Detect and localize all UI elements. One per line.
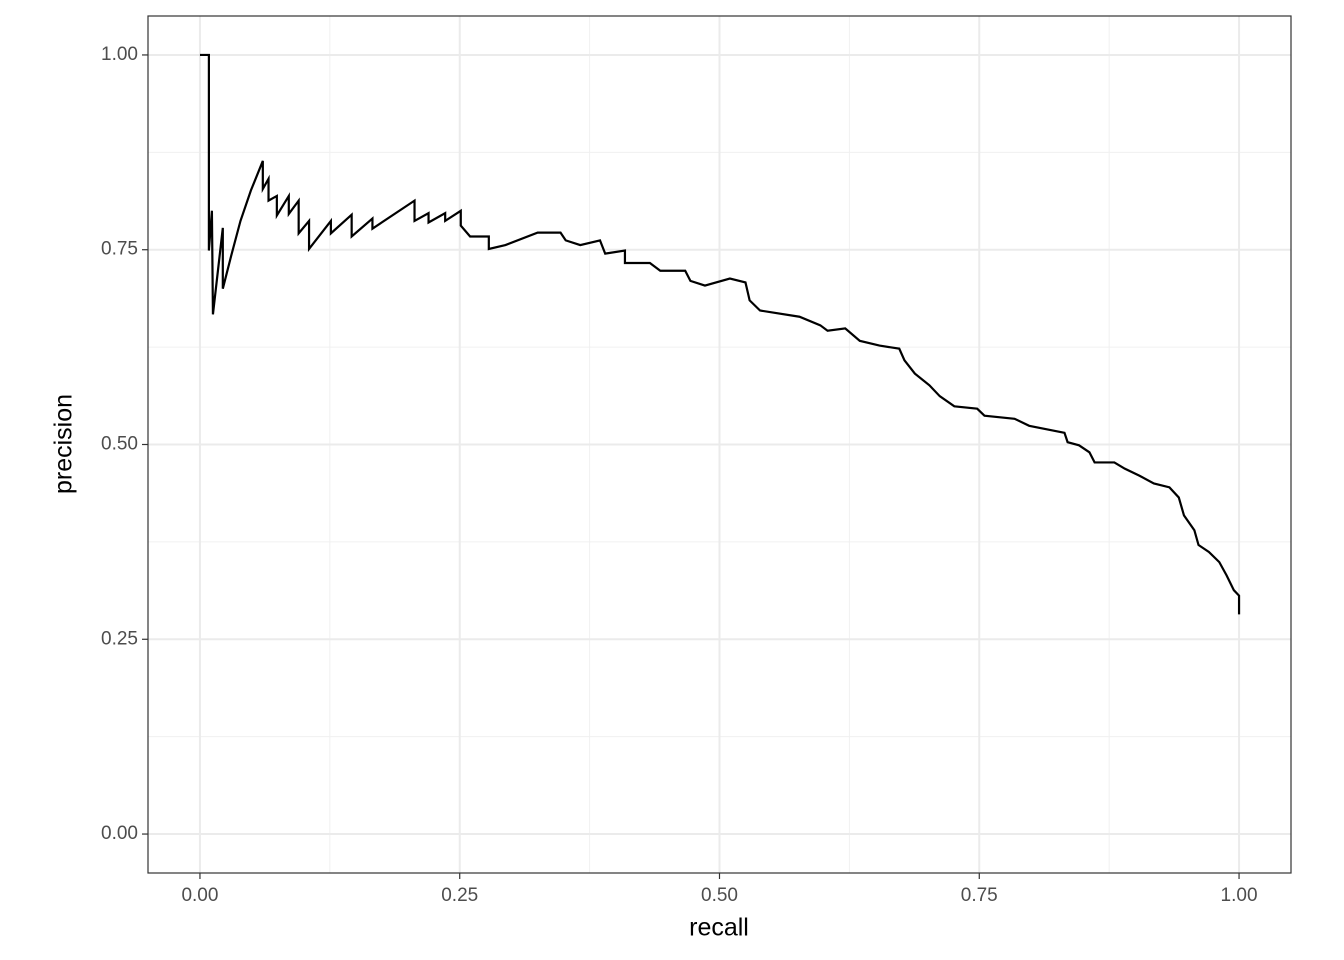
- x-tick-label: 0.25: [441, 885, 478, 906]
- y-tick-label: 0.75: [101, 239, 138, 260]
- x-tick-label: 1.00: [1221, 885, 1258, 906]
- y-axis-title: precision: [50, 394, 78, 494]
- y-tick-label: 0.00: [101, 823, 138, 844]
- y-tick-label: 0.25: [101, 628, 138, 649]
- x-tick-label: 0.50: [701, 885, 738, 906]
- y-tick-label: 0.50: [101, 434, 138, 455]
- x-tick-label: 0.75: [961, 885, 998, 906]
- line: [199, 53, 1241, 615]
- x-tick-label: 0.00: [181, 885, 218, 906]
- grid: [148, 16, 1291, 873]
- plot: [199, 53, 1241, 615]
- x-axis-title: recall: [689, 914, 749, 942]
- y-tick-label: 1.00: [101, 44, 138, 65]
